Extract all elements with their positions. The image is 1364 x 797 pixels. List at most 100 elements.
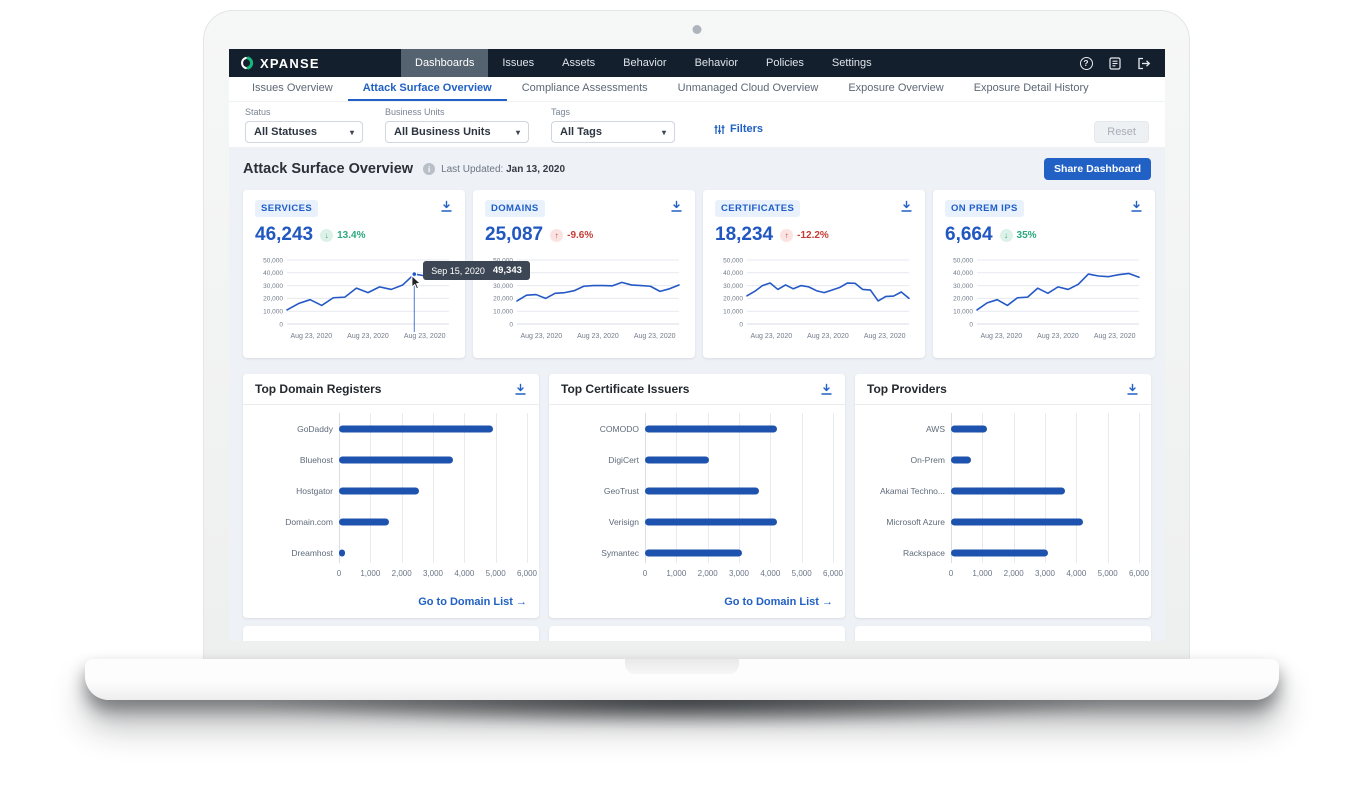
bar-geotrust[interactable] bbox=[645, 487, 760, 495]
svg-text:Aug 23, 2020: Aug 23, 2020 bbox=[864, 333, 906, 340]
business-units-select[interactable]: All Business Units ▾ bbox=[385, 121, 529, 143]
bar-aws[interactable] bbox=[951, 425, 988, 433]
services-trend-chart[interactable]: 50,000 40,000 30,000 20,000 10,000 0 Aug 23, 2… bbox=[255, 254, 530, 350]
laptop-screen-bezel: XPANSE Dashboards Issues Assets Behavior Beh… bbox=[203, 10, 1190, 661]
svg-text:40,000: 40,000 bbox=[263, 270, 283, 277]
bar-label-geotrust: GeoTrust bbox=[603, 486, 639, 496]
chevron-down-icon: ▾ bbox=[515, 127, 520, 137]
on-prem-ips-trend-chart[interactable]: 50,000 40,000 30,000 20,000 10,000 0 Aug 23, 2… bbox=[945, 254, 1143, 350]
bar-label-dreamhost: Dreamhost bbox=[291, 548, 333, 558]
x-axis-tick: 2,000 bbox=[391, 569, 412, 578]
svg-text:0: 0 bbox=[509, 321, 513, 328]
kpi-card-on-prem-ips: ON PREM IPS 6,664 ↓ 35% 50 bbox=[933, 190, 1155, 358]
svg-text:Aug 23, 2020: Aug 23, 2020 bbox=[750, 333, 792, 340]
kpi-label: CERTIFICATES bbox=[715, 200, 801, 217]
bar-godaddy[interactable] bbox=[339, 425, 493, 433]
kpi-card-services: SERVICES 46,243 ↓ 13.4% 50 bbox=[243, 190, 530, 358]
status-select[interactable]: All Statuses ▾ bbox=[245, 121, 363, 143]
nav-item-dashboards[interactable]: Dashboards bbox=[401, 49, 489, 77]
svg-text:40,000: 40,000 bbox=[953, 270, 973, 277]
brand[interactable]: XPANSE bbox=[229, 49, 389, 77]
go-to-domain-list-link[interactable]: Go to Domain List → bbox=[724, 596, 833, 608]
logout-icon[interactable] bbox=[1137, 56, 1151, 70]
mouse-cursor-icon bbox=[411, 274, 422, 290]
x-axis-tick: 0 bbox=[336, 569, 342, 578]
nav-item-behavior[interactable]: Behavior bbox=[623, 57, 667, 69]
chevron-down-icon: ▾ bbox=[661, 127, 666, 137]
bar-label-on-prem: On-Prem bbox=[910, 455, 945, 465]
download-icon[interactable] bbox=[820, 383, 833, 396]
bar-microsoft-azure[interactable] bbox=[951, 518, 1083, 526]
gridline bbox=[833, 413, 834, 563]
tab-issues-overview[interactable]: Issues Overview bbox=[252, 82, 333, 94]
page-title: Attack Surface Overview bbox=[243, 161, 414, 177]
bar-verisign[interactable] bbox=[645, 518, 777, 526]
help-icon[interactable]: ? bbox=[1079, 56, 1093, 70]
status-filter: Status All Statuses ▾ bbox=[245, 107, 363, 143]
info-icon[interactable]: i bbox=[423, 163, 436, 175]
bar-domain-com[interactable] bbox=[339, 518, 390, 526]
reset-button[interactable]: Reset bbox=[1094, 121, 1149, 143]
top-domain-registers-chart[interactable]: 0 1,000 2,000 3,000 4,000 5,000 6,000 GoDaddy Bl… bbox=[255, 413, 537, 583]
bar-label-aws: AWS bbox=[925, 424, 945, 434]
x-axis-tick: 5,000 bbox=[485, 569, 506, 578]
nav-item-issues[interactable]: Issues bbox=[502, 57, 535, 69]
webcam-icon bbox=[692, 25, 701, 34]
nav-item-assets[interactable]: Assets bbox=[562, 57, 596, 69]
x-axis-tick: 6,000 bbox=[516, 569, 538, 578]
notes-icon[interactable] bbox=[1108, 56, 1122, 70]
bar-dreamhost[interactable] bbox=[339, 549, 346, 557]
bar-label-microsoft-azure: Microsoft Azure bbox=[886, 517, 945, 527]
gridline bbox=[495, 413, 497, 563]
business-units-label: Business Units bbox=[385, 107, 445, 117]
svg-text:50,000: 50,000 bbox=[493, 257, 513, 264]
download-icon[interactable] bbox=[514, 383, 527, 396]
kpi-card-certificates: CERTIFICATES 18,234 ↑ -12.2% bbox=[703, 190, 925, 358]
download-icon[interactable] bbox=[440, 200, 453, 213]
bar-label-bluehost: Bluehost bbox=[299, 455, 333, 465]
bar-akamai-techno[interactable] bbox=[951, 487, 1066, 495]
bar-symantec[interactable] bbox=[645, 549, 743, 557]
share-dashboard-button[interactable]: Share Dashboard bbox=[1044, 158, 1151, 180]
bar-label-akamai-techno: Akamai Techno... bbox=[879, 486, 945, 496]
bar-rackspace[interactable] bbox=[951, 549, 1049, 557]
svg-text:Aug 23, 2020: Aug 23, 2020 bbox=[290, 333, 332, 340]
svg-text:Aug 23, 2020: Aug 23, 2020 bbox=[807, 333, 849, 340]
nav-item-settings[interactable]: Settings bbox=[831, 57, 872, 69]
bar-digicert[interactable] bbox=[645, 456, 710, 464]
nav-item-policies[interactable]: Policies bbox=[765, 57, 804, 69]
svg-text:0: 0 bbox=[279, 321, 283, 328]
tags-select[interactable]: All Tags ▾ bbox=[551, 121, 675, 143]
svg-text:20,000: 20,000 bbox=[723, 296, 743, 303]
nav-item-behavior[interactable]: Behavior bbox=[694, 57, 738, 69]
kpi-label: SERVICES bbox=[255, 200, 319, 217]
tab-attack-surface-overview[interactable]: Attack Surface Overview bbox=[347, 77, 507, 101]
tab-compliance-assessments[interactable]: Compliance Assessments bbox=[521, 82, 648, 94]
go-to-domain-list-link[interactable]: Go to Domain List → bbox=[418, 596, 527, 608]
bar-on-prem[interactable] bbox=[951, 456, 972, 464]
download-icon[interactable] bbox=[1130, 200, 1143, 213]
tab-exposure-detail-history[interactable]: Exposure Detail History bbox=[973, 82, 1089, 94]
bar-comodo[interactable] bbox=[645, 425, 777, 433]
download-icon[interactable] bbox=[1126, 383, 1139, 396]
nav-menu: Dashboards Issues Assets Behavior Behavior Po… bbox=[401, 49, 886, 77]
nav-right: ? bbox=[1079, 49, 1165, 77]
download-icon[interactable] bbox=[900, 200, 913, 213]
partial-card bbox=[855, 626, 1151, 641]
tab-exposure-overview[interactable]: Exposure Overview bbox=[848, 82, 944, 94]
filters-button[interactable]: Filters bbox=[714, 123, 763, 135]
download-icon[interactable] bbox=[670, 200, 683, 213]
svg-text:20,000: 20,000 bbox=[493, 296, 513, 303]
svg-text:0: 0 bbox=[969, 321, 973, 328]
laptop-base-notch bbox=[625, 659, 739, 674]
bar-hostgator[interactable] bbox=[339, 487, 419, 495]
bar-bluehost[interactable] bbox=[339, 456, 454, 464]
top-certificate-issuers-chart[interactable]: 0 1,000 2,000 3,000 4,000 5,000 6,000 COMODO Dig… bbox=[561, 413, 843, 583]
tab-unmanaged-cloud-overview[interactable]: Unmanaged Cloud Overview bbox=[677, 82, 819, 94]
top-providers-chart[interactable]: 0 1,000 2,000 3,000 4,000 5,000 6,000 AWS On-Pre… bbox=[867, 413, 1149, 583]
svg-text:30,000: 30,000 bbox=[263, 283, 283, 290]
main-content: Attack Surface Overview i Last Updated: … bbox=[229, 147, 1165, 641]
svg-text:40,000: 40,000 bbox=[723, 270, 743, 277]
certificates-trend-chart[interactable]: 50,000 40,000 30,000 20,000 10,000 0 Aug 23, 2… bbox=[715, 254, 913, 350]
svg-text:10,000: 10,000 bbox=[493, 309, 513, 316]
